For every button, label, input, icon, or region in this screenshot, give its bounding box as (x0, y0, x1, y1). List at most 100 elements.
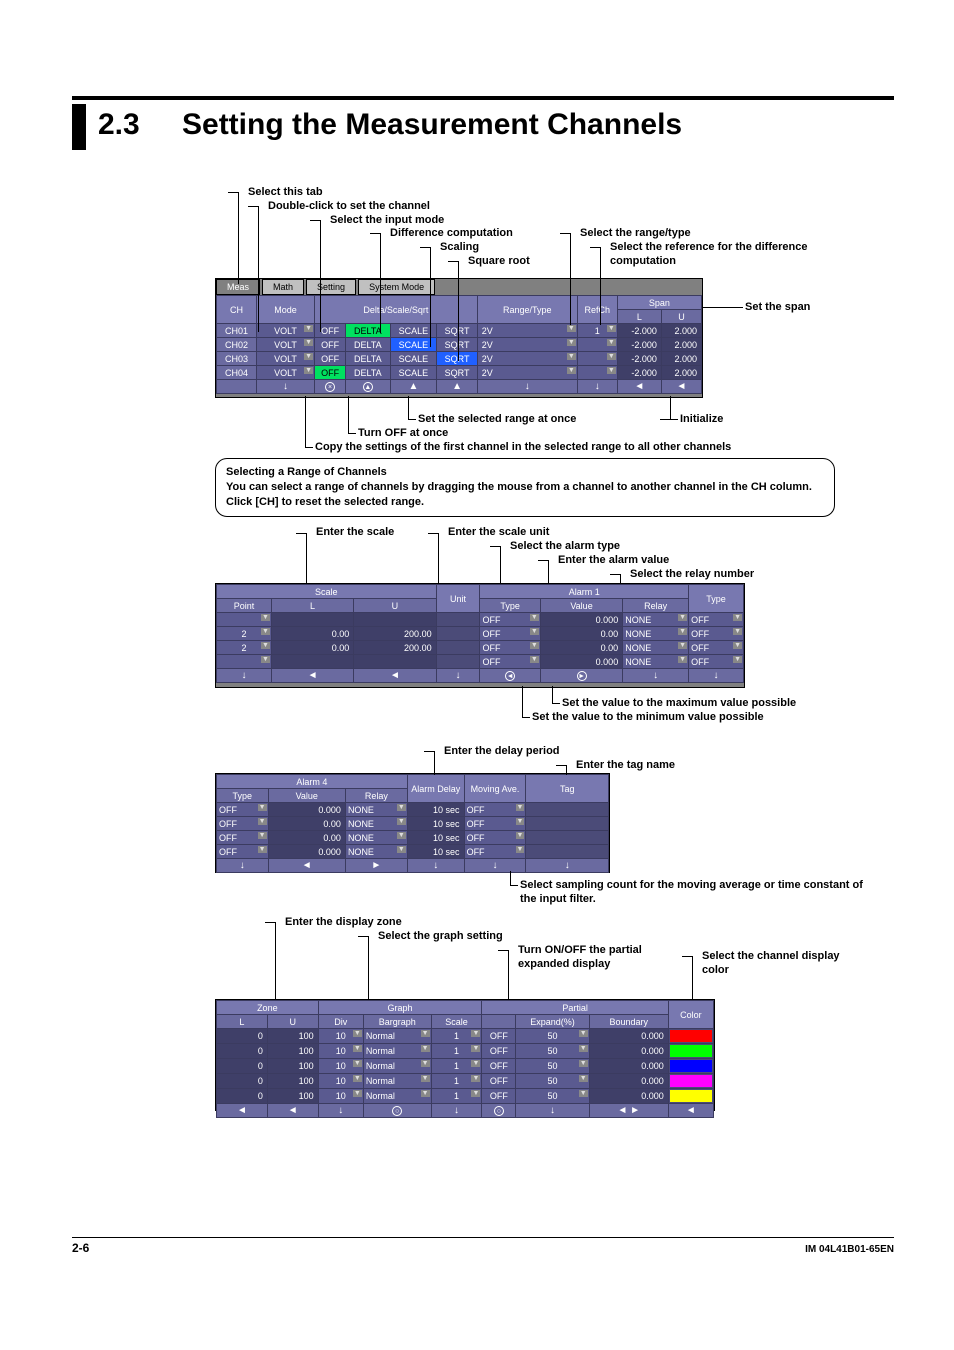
fig4-table: Zone Graph Partial Color L U Div Bargrap… (216, 1000, 714, 1118)
col-zu: U (267, 1015, 318, 1029)
col-a4val: Value (268, 789, 345, 803)
lead (522, 717, 530, 718)
fig1-resetrow[interactable]: ↓× ▲▲▲ ↓↓ ◄◄ (217, 380, 702, 394)
col-partial: Partial (482, 1001, 668, 1015)
lead (498, 950, 508, 951)
lead (590, 247, 600, 248)
notebox-title: Selecting a Range of Channels (226, 466, 387, 478)
col-su: U (354, 599, 436, 613)
col-a2type: Type (689, 585, 744, 613)
lead (682, 956, 692, 957)
table-row[interactable]: OFF0.000NONE10 secOFF (217, 803, 609, 817)
col-color: Color (668, 1001, 713, 1029)
table-row[interactable]: OFF0.00NONE10 secOFF (217, 817, 609, 831)
lbl-refch: Select the reference for the difference … (610, 241, 840, 269)
col-ch[interactable]: CH (217, 296, 257, 324)
lead (510, 871, 511, 886)
lead (538, 560, 548, 561)
col-span: Span (617, 296, 701, 310)
table-row[interactable]: CH02VOLTOFFDELTASCALESQRT2V-2.0002.000 (217, 338, 702, 352)
lead (600, 247, 601, 325)
col-alarm1: Alarm 1 (480, 585, 689, 599)
lead (368, 936, 369, 1000)
lead (296, 533, 306, 534)
fig3-table: Alarm 4 Alarm Delay Moving Ave. Tag Type… (216, 774, 609, 873)
col-dsq: Delta/Scale/Sqrt (315, 296, 478, 324)
table-row[interactable]: 20.00200.00OFF0.00NONEOFF (217, 627, 744, 641)
figure-3: Alarm 4 Alarm Delay Moving Ave. Tag Type… (215, 773, 610, 873)
fig2-resetrow[interactable]: ↓◄◄↓ ◄►↓↓ (217, 669, 744, 683)
lead (670, 396, 671, 420)
table-row[interactable]: OFF0.00NONE10 secOFF (217, 831, 609, 845)
col-sl: L (271, 599, 353, 613)
col-point: Point (217, 599, 272, 613)
figure-4: Zone Graph Partial Color L U Div Bargrap… (215, 999, 715, 1111)
col-zone: Zone (217, 1001, 319, 1015)
fig1-table: CH Mode Delta/Scale/Sqrt Range/Type RefC… (216, 295, 702, 394)
lead (556, 765, 566, 766)
footer-page: 2-6 (72, 1241, 89, 1255)
section-bar (72, 104, 86, 150)
lbl-partial: Turn ON/OFF the partial expanded display (518, 944, 678, 972)
lead (238, 192, 239, 284)
lead (570, 233, 571, 325)
col-graph: Graph (318, 1001, 482, 1015)
section-number: 2.3 (98, 108, 140, 142)
table-row[interactable]: CH04VOLTOFFDELTASCALESQRT2V-2.0002.000 (217, 366, 702, 380)
lead (438, 533, 439, 583)
lead (258, 206, 259, 332)
lead (510, 885, 518, 886)
col-span-l: L (617, 310, 661, 324)
lbl-delay: Enter the delay period (444, 745, 560, 759)
col-rt: Range/Type (477, 296, 577, 324)
table-row[interactable]: 010010Normal1OFF500.000 (217, 1089, 714, 1104)
lead (566, 765, 567, 775)
section-title: Setting the Measurement Channels (182, 108, 682, 142)
lead (348, 433, 356, 434)
tab-bar: Meas Math Setting System Mode (216, 279, 702, 295)
lead (434, 751, 435, 775)
table-row[interactable]: 010010Normal1OFF500.000 (217, 1029, 714, 1044)
section-rule (72, 96, 894, 100)
col-arly: Relay (623, 599, 689, 613)
lead (703, 307, 743, 308)
table-row[interactable]: 20.00200.00OFF0.00NONEOFF (217, 641, 744, 655)
lbl-dbl-click: Double-click to set the channel (268, 200, 430, 214)
lbl-scale: Enter the scale (316, 526, 394, 540)
lbl-alarm-type: Select the alarm type (510, 540, 620, 554)
lbl-input-mode: Select the input mode (330, 214, 444, 228)
col-alarm4: Alarm 4 (217, 775, 408, 789)
col-unit: Unit (436, 585, 480, 613)
table-row[interactable]: 010010Normal1OFF500.000 (217, 1074, 714, 1089)
table-row[interactable]: CH01VOLTOFFDELTASCALESQRT2V1-2.0002.000 (217, 324, 702, 338)
table-row[interactable]: 010010Normal1OFF500.000 (217, 1059, 714, 1074)
table-row[interactable]: 010010Normal1OFF500.000 (217, 1044, 714, 1059)
lead (508, 950, 509, 1000)
table-row[interactable]: OFF0.000NONE10 secOFF (217, 845, 609, 859)
lbl-graph: Select the graph setting (378, 930, 503, 944)
table-row[interactable]: OFF0.000NONEOFF (217, 655, 744, 669)
lbl-scaling: Scaling (440, 241, 479, 255)
fig3-resetrow[interactable]: ↓◄►↓↓↓ (217, 859, 609, 873)
lead (552, 686, 553, 704)
lead (370, 233, 380, 234)
table-row[interactable]: OFF0.000NONEOFF (217, 613, 744, 627)
tab-math[interactable]: Math (262, 279, 304, 295)
lead (228, 192, 238, 193)
tab-system[interactable]: System Mode (358, 279, 435, 295)
lead (552, 703, 560, 704)
lead (306, 533, 307, 583)
lead (548, 560, 549, 584)
lead (424, 751, 434, 752)
lbl-alarm-val: Enter the alarm value (558, 554, 669, 568)
lead (610, 574, 620, 575)
lead (320, 220, 321, 332)
fig4-resetrow[interactable]: ◄◄↓○↓○↓◄ ►◄ (217, 1104, 714, 1118)
col-a4type: Type (217, 789, 269, 803)
col-div: Div (318, 1015, 363, 1029)
lbl-select-tab: Select this tab (248, 186, 323, 200)
tab-setting[interactable]: Setting (306, 279, 356, 295)
lbl-max: Set the value to the maximum value possi… (562, 697, 796, 711)
table-row[interactable]: CH03VOLTOFFDELTASCALESQRT2V-2.0002.000 (217, 352, 702, 366)
col-delay: Alarm Delay (407, 775, 464, 803)
